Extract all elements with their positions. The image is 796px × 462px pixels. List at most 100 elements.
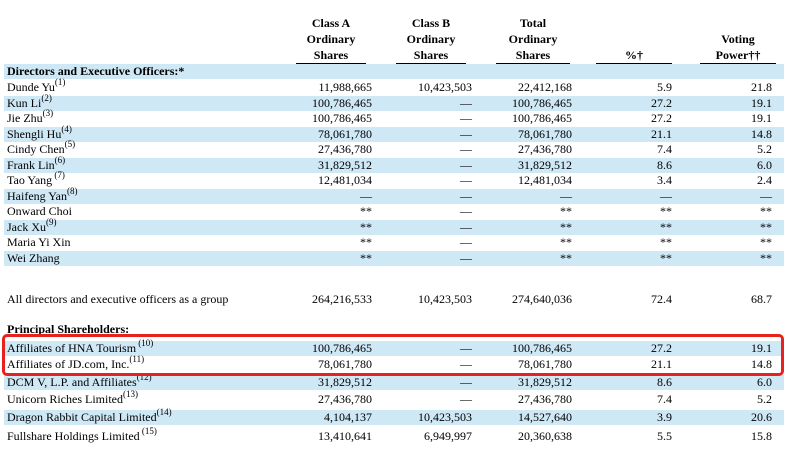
- row-name: Haifeng Yan(8): [7, 186, 78, 204]
- section-title-principal: Principal Shareholders:: [7, 322, 130, 336]
- percent-cell: 7.4: [657, 392, 672, 406]
- footnote-ref: (6): [54, 155, 66, 165]
- header-percent-line1: %†: [596, 47, 672, 64]
- footnote-ref: (7): [52, 170, 65, 180]
- section-title-directors: Directors and Executive Officers:*: [7, 64, 185, 78]
- footnote-ref: (5): [64, 139, 76, 149]
- class-b-cell: 10,423,503: [418, 410, 472, 424]
- row-name-text: Dragon Rabbit Capital Limited: [7, 410, 157, 424]
- total-cell: 78,061,780: [518, 357, 572, 371]
- row-name-text: Fullshare Holdings Limited: [7, 429, 140, 443]
- class-a-cell: **: [360, 251, 372, 265]
- total-cell: 20,360,638: [518, 429, 572, 443]
- row-name-text: Affiliates of JD.com, Inc.: [7, 357, 130, 371]
- percent-cell: 27.2: [651, 111, 672, 125]
- row-name: All directors and executive officers as …: [7, 292, 228, 307]
- row-name: Dunde Yu(1): [7, 78, 65, 95]
- total-cell: 27,436,780: [518, 392, 572, 406]
- class-a-cell: 100,786,465: [312, 96, 372, 110]
- header-class-a: Class A Ordinary Shares: [296, 15, 366, 64]
- footnote-ref: (15): [139, 426, 157, 436]
- voting-cell: 21.8: [751, 80, 772, 94]
- table-row: Jie Zhu(3) 100,786,465 — 100,786,465 27.2 19.…: [4, 108, 784, 126]
- header-class-a-line3: Shares: [296, 47, 366, 64]
- class-a-cell: 13,410,641: [318, 429, 372, 443]
- footnote-ref: (8): [67, 186, 78, 196]
- row-name: Affiliates of HNA Tourism (10): [7, 339, 153, 356]
- header-class-a-line1: Class A: [311, 16, 351, 30]
- total-cell: 22,412,168: [518, 80, 572, 94]
- voting-cell: **: [760, 204, 772, 218]
- row-name-text: Affiliates of HNA Tourism: [7, 341, 137, 355]
- class-b-cell: —: [460, 142, 472, 156]
- class-b-cell: 10,423,503: [418, 292, 472, 306]
- table-row: Jack Xu(9) ** — ** ** **: [4, 217, 784, 235]
- row-name-text: Kun Li: [7, 96, 42, 110]
- voting-cell: 5.2: [757, 142, 772, 156]
- class-b-cell: —: [460, 235, 472, 249]
- row-name-text: Jie Zhu: [7, 111, 43, 125]
- footnote-ref: (2): [41, 93, 52, 103]
- row-name: Onward Choi: [7, 204, 72, 219]
- percent-cell: **: [660, 220, 672, 234]
- percent-cell: 7.4: [657, 142, 672, 156]
- table-row: Dragon Rabbit Capital Limited(14) 4,104,1…: [4, 408, 784, 425]
- footnote-ref: (3): [42, 108, 54, 118]
- row-name-text: Jack Xu: [7, 220, 46, 234]
- percent-cell: 3.4: [657, 173, 672, 187]
- total-cell: 100,786,465: [512, 341, 572, 355]
- percent-cell: 5.9: [657, 80, 672, 94]
- header-total: Total Ordinary Shares: [496, 15, 570, 64]
- voting-cell: 19.1: [751, 111, 772, 125]
- class-b-cell: —: [460, 357, 472, 371]
- percent-cell: 72.4: [651, 292, 672, 306]
- voting-cell: 20.6: [751, 410, 772, 424]
- class-a-cell: 27,436,780: [318, 392, 372, 406]
- row-name: Tao Yang (7): [7, 170, 65, 188]
- percent-cell: 5.5: [657, 429, 672, 443]
- row-name: Shengli Hu(4): [7, 125, 72, 142]
- total-cell: 12,481,034: [518, 173, 572, 187]
- header-class-a-line2: Ordinary: [306, 32, 356, 46]
- class-a-cell: 264,216,533: [312, 292, 372, 306]
- class-b-cell: —: [460, 220, 472, 234]
- table-row: Affiliates of JD.com, Inc.(11) 78,061,780…: [4, 354, 784, 372]
- footnote-ref: (11): [129, 354, 145, 364]
- class-b-cell: —: [460, 341, 472, 355]
- table-row: Frank Lin(6) 31,829,512 — 31,829,512 8.6 6.0: [4, 155, 784, 173]
- table-row: All directors and executive officers as …: [4, 292, 784, 307]
- total-cell: **: [560, 220, 572, 234]
- class-a-cell: **: [360, 220, 372, 234]
- class-a-cell: 11,988,665: [318, 80, 372, 94]
- header-total-line3: Shares: [496, 47, 570, 64]
- header-total-line2: Ordinary: [508, 32, 558, 46]
- row-name-text: Frank Lin: [7, 158, 55, 172]
- total-cell: 31,829,512: [518, 158, 572, 172]
- header-percent: %†: [596, 47, 672, 64]
- class-a-cell: **: [360, 204, 372, 218]
- class-b-cell: 10,423,503: [418, 80, 472, 94]
- table-row: Unicorn Riches Limited(13) 27,436,780 — 27,…: [4, 389, 784, 407]
- total-cell: —: [560, 189, 572, 203]
- percent-cell: 3.9: [657, 410, 672, 424]
- voting-cell: 6.0: [757, 375, 772, 389]
- footnote-ref: (13): [122, 389, 138, 399]
- table-row: Tao Yang (7) 12,481,034 — 12,481,034 3.4 2.4: [4, 170, 784, 188]
- table-row: Wei Zhang ** — ** ** **: [4, 251, 784, 266]
- row-name: Affiliates of JD.com, Inc.(11): [7, 354, 145, 372]
- row-name: Maria Yi Xin: [7, 235, 71, 250]
- table-row: Kun Li(2) 100,786,465 — 100,786,465 27.2 19.1: [4, 93, 784, 111]
- class-a-cell: 100,786,465: [312, 341, 372, 355]
- footnote-ref: (9): [46, 217, 57, 227]
- percent-cell: 27.2: [651, 341, 672, 355]
- row-name: Jack Xu(9): [7, 217, 57, 235]
- row-name: Dragon Rabbit Capital Limited(14): [7, 408, 172, 425]
- total-cell: 100,786,465: [512, 96, 572, 110]
- percent-cell: 21.1: [651, 127, 672, 141]
- header-class-b-line1: Class B: [411, 16, 451, 30]
- class-b-cell: —: [460, 392, 472, 406]
- row-name: Jie Zhu(3): [7, 108, 54, 126]
- row-name-text: Tao Yang: [7, 173, 53, 187]
- class-a-cell: 78,061,780: [318, 357, 372, 371]
- class-b-cell: —: [460, 375, 472, 389]
